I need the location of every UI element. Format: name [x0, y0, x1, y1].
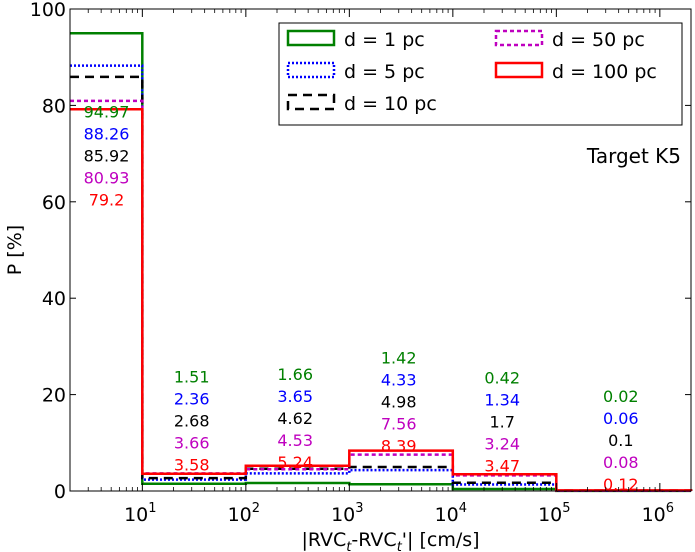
x-tick-label-4: 105 [538, 501, 570, 526]
value-label-bin2-series1: 1.51 [174, 368, 210, 387]
y-axis-label: P [%] [4, 225, 26, 275]
value-label-bin4-series4: 7.56 [381, 414, 417, 433]
legend-label-5: d = 100 pc [552, 61, 657, 83]
x-tick-exp-5: 6 [666, 501, 674, 516]
x-tick-base-0: 10 [124, 504, 148, 526]
x-tick-base-5: 10 [642, 504, 666, 526]
annotation-target: Target K5 [586, 144, 681, 168]
x-tick-base-3: 10 [435, 504, 459, 526]
value-label-bin6-series5: 0.12 [603, 475, 639, 494]
value-label-bin3-series1: 1.66 [277, 365, 313, 384]
value-label-bin4-series3: 4.98 [381, 392, 417, 411]
y-tick-label-2: 40 [42, 288, 66, 310]
value-label-bin4-series1: 1.42 [381, 348, 417, 367]
legend-swatch-4 [494, 29, 544, 47]
value-label-bin1-series3: 85.92 [84, 146, 130, 165]
value-label-bin1-series2: 88.26 [84, 124, 130, 143]
x-tick-exp-2: 3 [355, 501, 363, 516]
x-tick-label-5: 106 [642, 501, 674, 526]
x-tick-label-1: 102 [228, 501, 260, 526]
value-label-bin2-series4: 3.66 [174, 434, 210, 453]
value-label-bin1-series1: 94.97 [84, 102, 130, 121]
value-label-bin3-series4: 4.53 [277, 431, 313, 450]
value-label-bin6-series1: 0.02 [603, 387, 639, 406]
x-axis-label-sub-1: t [346, 540, 352, 552]
x-axis-label-part-c: '| [cm/s] [402, 529, 480, 551]
value-label-bin6-series4: 0.08 [603, 453, 639, 472]
value-label-bin1-series5: 79.2 [89, 190, 125, 209]
value-label-bin2-series3: 2.68 [174, 412, 210, 431]
value-label-bin3-series3: 4.62 [277, 409, 313, 428]
y-tick-label-0: 0 [54, 481, 66, 503]
x-tick-exp-3: 4 [459, 501, 467, 516]
x-tick-base-1: 10 [228, 504, 252, 526]
legend-box [278, 22, 683, 126]
value-label-bin5-series5: 3.47 [484, 457, 520, 476]
value-label-bin5-series3: 1.7 [489, 413, 514, 432]
x-axis-label-part-b: -RVC [351, 529, 396, 551]
y-tick-label-4: 80 [42, 95, 66, 117]
x-tick-exp-1: 2 [252, 501, 260, 516]
x-tick-label-0: 101 [124, 501, 156, 526]
value-labels-layer: 94.97 88.26 85.92 80.93 79.2 1.51 2.36 2.68 3.66… [84, 102, 639, 493]
x-axis-label: |RVCt-RVCt'| [cm/s] [301, 529, 479, 552]
value-label-bin6-series2: 0.06 [603, 409, 639, 428]
value-label-bin3-series2: 3.65 [277, 387, 313, 406]
value-label-bin4-series5: 8.39 [381, 436, 417, 455]
x-axis-label-part-a: |RVC [301, 529, 346, 551]
legend: d = 1 pc d = 50 pc d = 5 pc d = 100 pc d = 1… [278, 22, 683, 126]
y-tick-label-1: 20 [42, 385, 66, 407]
legend-label-4: d = 50 pc [552, 29, 645, 51]
value-label-bin2-series2: 2.36 [174, 390, 210, 409]
value-label-bin1-series4: 80.93 [84, 168, 130, 187]
value-label-bin5-series1: 0.42 [484, 369, 520, 388]
legend-label-2: d = 5 pc [344, 61, 425, 83]
x-tick-base-4: 10 [538, 504, 562, 526]
legend-swatch-3 [286, 93, 336, 111]
x-tick-exp-0: 1 [148, 501, 156, 516]
x-tick-base-2: 10 [331, 504, 355, 526]
value-label-bin3-series5: 5.24 [277, 453, 313, 472]
legend-label-3: d = 10 pc [344, 93, 437, 115]
x-tick-label-2: 103 [331, 501, 363, 526]
value-label-bin4-series2: 4.33 [381, 370, 417, 389]
legend-label-1: d = 1 pc [344, 29, 425, 51]
legend-swatch-1 [286, 29, 336, 47]
y-tick-label-5: 100 [30, 0, 66, 21]
x-axis-label-sub-2: t [397, 540, 403, 552]
legend-swatch-2 [286, 61, 336, 79]
y-tick-label-3: 60 [42, 192, 66, 214]
value-label-bin5-series4: 3.24 [484, 435, 520, 454]
x-tick-exp-4: 5 [562, 501, 570, 516]
x-tick-label-3: 104 [435, 501, 467, 526]
value-label-bin5-series2: 1.34 [484, 391, 520, 410]
value-label-bin2-series5: 3.58 [174, 456, 210, 475]
legend-swatch-5 [494, 61, 544, 79]
value-label-bin6-series3: 0.1 [608, 431, 633, 450]
